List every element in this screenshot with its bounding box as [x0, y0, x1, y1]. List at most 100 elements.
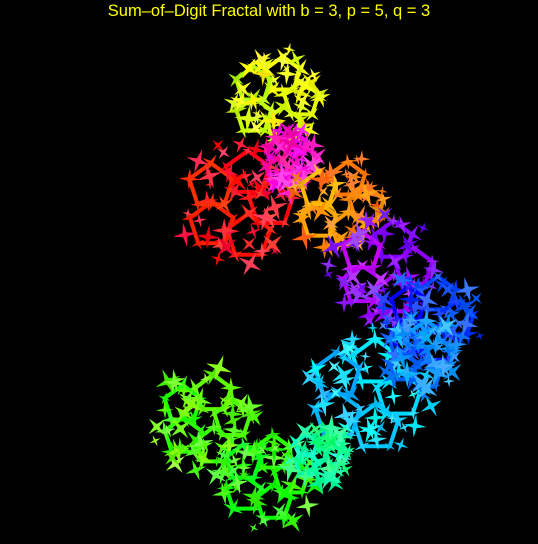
fractal-star: [223, 411, 243, 431]
fractal-star: [251, 62, 276, 86]
fractal-star: [373, 420, 388, 435]
fractal-star: [249, 109, 265, 125]
fractal-star: [245, 490, 269, 514]
fractal-star: [417, 329, 435, 347]
fractal-star: [456, 323, 479, 346]
fractal-star: [375, 190, 393, 208]
fractal-star: [245, 408, 264, 426]
fractal-star: [317, 185, 329, 198]
fractal-star: [443, 354, 455, 366]
fractal-star: [384, 441, 396, 452]
fractal-star: [352, 238, 366, 251]
fractal-star: [296, 422, 315, 441]
fractal-star: [235, 459, 252, 476]
fractal-star: [358, 167, 372, 181]
fractal-star: [356, 285, 369, 298]
fractal-star: [257, 123, 272, 138]
fractal-star: [256, 438, 271, 452]
fractal-star: [226, 472, 249, 495]
fractal-star: [347, 281, 372, 306]
fractal-star: [234, 442, 257, 465]
fractal-star: [341, 385, 360, 404]
fractal-star: [380, 354, 399, 373]
fractal-star: [343, 342, 356, 354]
fractal-star: [197, 163, 222, 189]
fractal-star: [270, 169, 291, 190]
fractal-star: [333, 402, 359, 428]
fractal-star: [363, 279, 385, 302]
fractal-star: [397, 234, 419, 256]
fractal-star: [231, 445, 243, 457]
fractal-star: [263, 153, 276, 166]
fractal-star: [178, 168, 200, 190]
fractal-star: [265, 476, 282, 493]
fractal-star: [306, 469, 332, 496]
fractal-star: [249, 523, 259, 533]
fractal-star: [376, 185, 388, 197]
fractal-star: [454, 277, 480, 303]
fractal-star: [273, 83, 295, 105]
fractal-star: [351, 360, 368, 376]
fractal-star: [276, 179, 304, 207]
fractal-star: [309, 199, 332, 222]
fractal-star: [342, 174, 362, 194]
fractal-star: [185, 378, 205, 398]
fractal-star: [156, 401, 174, 419]
fractal-pentagon: [253, 432, 293, 470]
fractal-star: [220, 377, 243, 399]
fractal-star: [217, 237, 237, 257]
fractal-star: [318, 160, 344, 186]
fractal-star: [243, 95, 260, 112]
fractal-star: [204, 179, 215, 190]
fractal-star: [290, 170, 304, 184]
fractal-star: [306, 399, 325, 418]
fractal-star: [412, 320, 437, 344]
fractal-star: [271, 502, 289, 520]
fractal-star: [246, 179, 256, 189]
fractal-star: [170, 416, 181, 427]
fractal-star: [344, 222, 360, 239]
fractal-star: [228, 212, 239, 223]
fractal-star: [206, 355, 232, 381]
fractal-star: [381, 312, 392, 323]
fractal-star: [273, 481, 297, 504]
fractal-star: [358, 417, 382, 441]
fractal-star: [205, 418, 223, 436]
fractal-star: [270, 122, 288, 141]
fractal-star: [223, 498, 244, 519]
fractal-star: [435, 315, 457, 337]
fractal-star: [317, 456, 341, 481]
fractal-star: [321, 234, 346, 259]
fractal-star: [238, 186, 261, 209]
fractal-star: [249, 214, 266, 232]
fractal-star: [384, 368, 406, 390]
fractal-star: [402, 225, 422, 245]
fractal-star: [308, 469, 319, 480]
fractal-star: [327, 444, 352, 469]
fractal-star: [265, 167, 278, 181]
fractal-star: [277, 156, 298, 177]
fractal-star: [171, 437, 190, 457]
fractal-star: [304, 357, 328, 381]
fractal-star: [287, 178, 302, 194]
fractal-star: [293, 92, 312, 110]
fractal-star: [225, 433, 239, 448]
fractal-star: [226, 462, 241, 478]
fractal-star: [296, 154, 308, 166]
fractal-star: [205, 464, 226, 486]
fractal-star: [246, 59, 261, 74]
fractal-star: [185, 459, 207, 481]
fractal-star: [349, 205, 372, 228]
fractal-star: [295, 494, 320, 518]
fractal-star: [282, 454, 297, 468]
fractal-star: [416, 388, 431, 403]
fractal-star: [445, 333, 468, 356]
fractal-star: [425, 254, 440, 269]
fractal-star: [211, 457, 222, 468]
fractal-star: [378, 307, 399, 327]
fractal-star: [406, 241, 421, 255]
fractal-star: [443, 305, 461, 324]
fractal-star: [191, 236, 205, 250]
fractal-star: [315, 425, 340, 451]
fractal-star: [342, 293, 359, 309]
